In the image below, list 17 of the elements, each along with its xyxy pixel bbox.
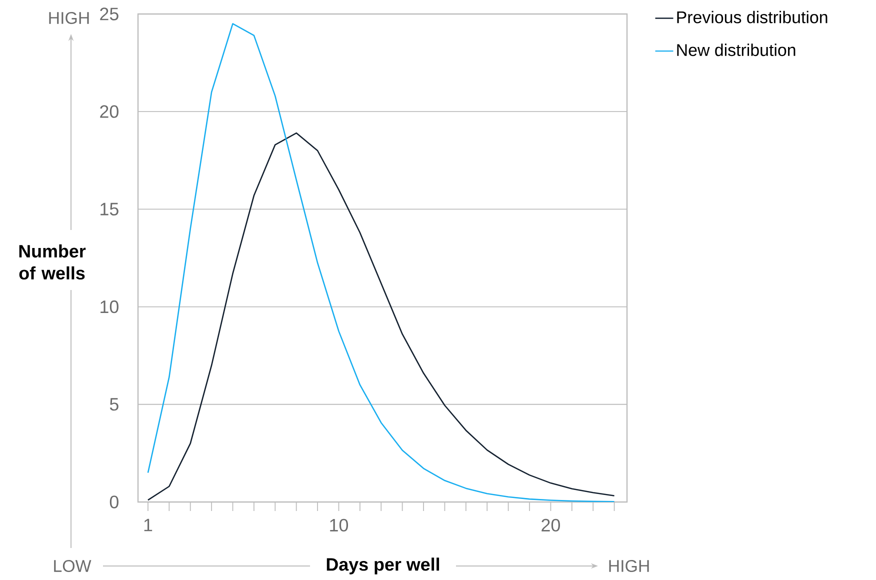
x-tick-label: 10: [330, 518, 348, 532]
text: HIGH: [609, 560, 649, 572]
y-tick-label: 20: [100, 105, 118, 118]
y-tick-label: 5: [110, 398, 118, 411]
legend-label: New distribution: [677, 44, 796, 56]
text: LOW: [54, 560, 92, 572]
line-series: [147, 23, 615, 502]
y-axis-title: Number of wells: [19, 244, 86, 280]
text: HIGH: [49, 12, 89, 24]
x-tick-label: 1: [144, 518, 152, 532]
y-tick-label: 15: [100, 202, 118, 216]
y-tick-label: 0: [110, 496, 118, 508]
legend-label: Previous distribution: [677, 10, 828, 24]
y-tick-label: 10: [100, 300, 118, 314]
y-tick-label: 25: [100, 8, 118, 20]
x-tick-label: 20: [542, 518, 560, 532]
x-axis-title: Days per well: [326, 558, 440, 574]
